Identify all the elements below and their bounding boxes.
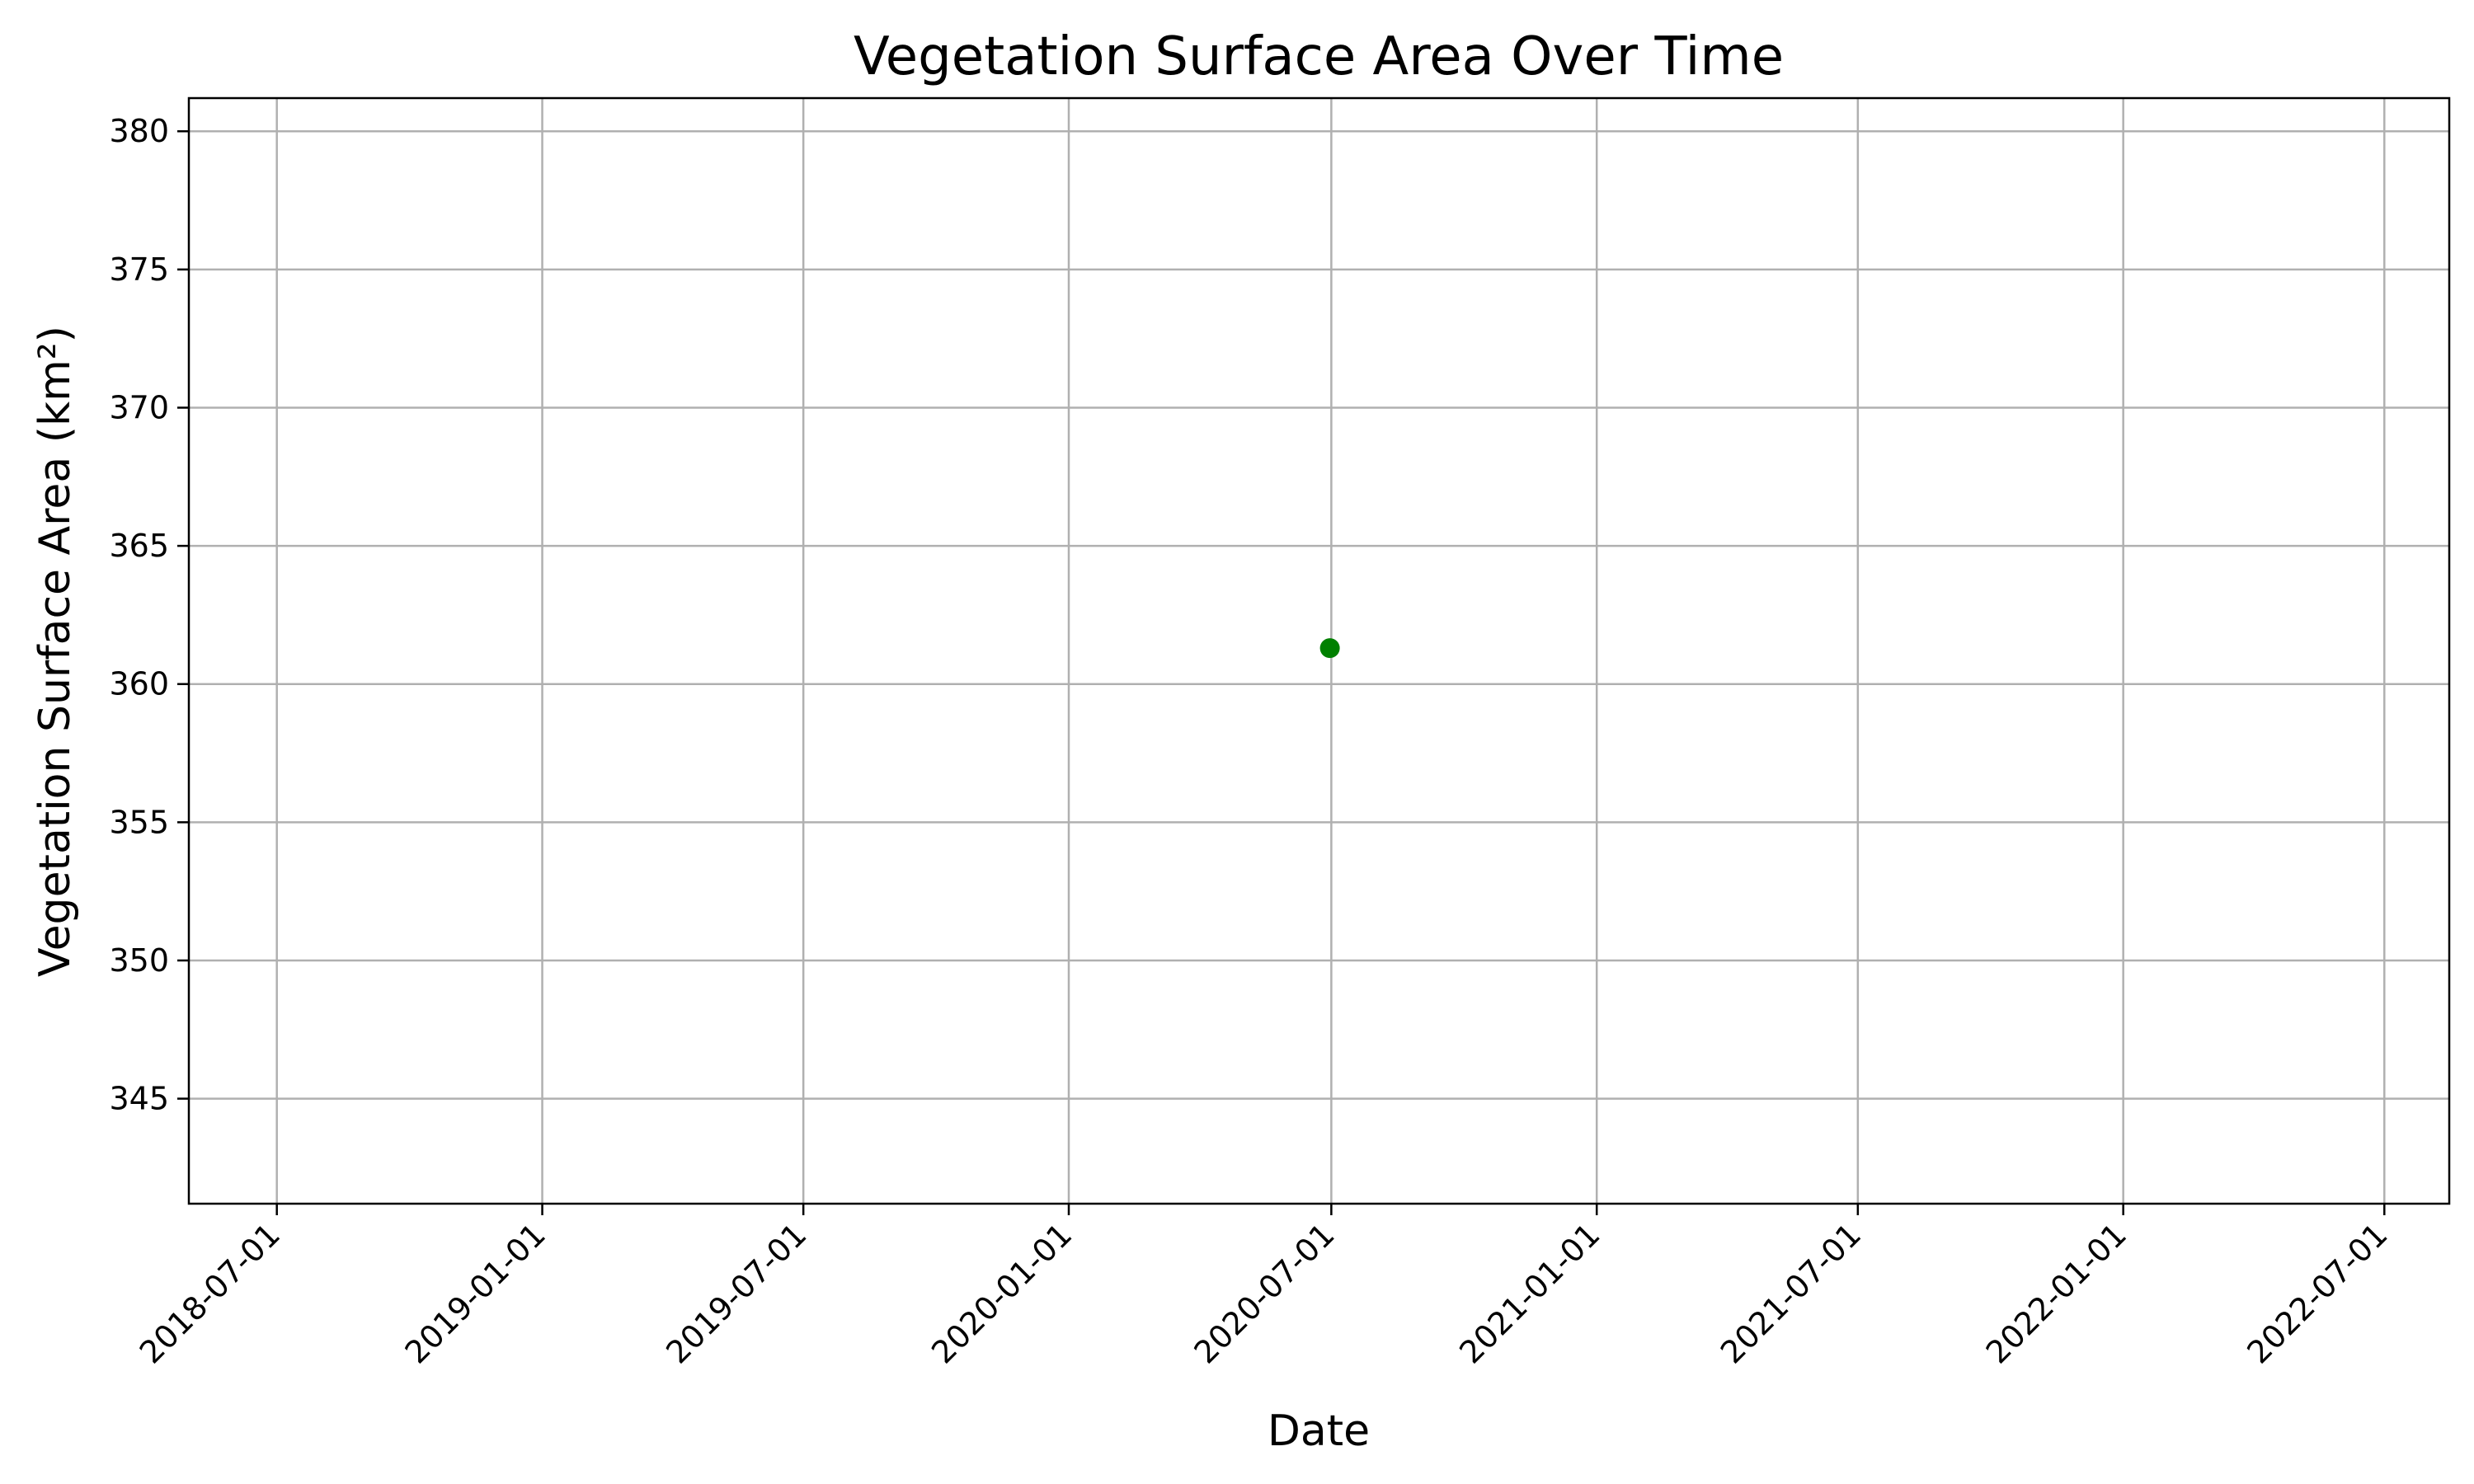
tick-layer: 2018-07-01 2019-01-01 2019-07-01 2020-01-01… <box>109 113 2394 1370</box>
x-tick-label: 2022-01-01 <box>1979 1216 2133 1370</box>
y-tick-label: 350 <box>109 942 169 979</box>
y-tick-label: 345 <box>109 1081 169 1117</box>
x-tick-label: 2018-07-01 <box>133 1216 287 1370</box>
data-layer <box>1319 638 1340 659</box>
x-tick-label: 2021-01-01 <box>1452 1216 1606 1370</box>
data-point <box>1319 638 1340 659</box>
y-tick-label: 380 <box>109 113 169 149</box>
x-tick-label: 2019-07-01 <box>659 1216 813 1370</box>
grid-layer <box>189 98 2449 1204</box>
x-axis-label: Date <box>1268 1407 1370 1456</box>
plot-area-frame <box>187 96 2451 1205</box>
x-tick-label: 2020-07-01 <box>1187 1216 1341 1370</box>
chart-title: Vegetation Surface Area Over Time <box>854 26 1784 87</box>
y-axis-label: Vegetation Surface Area (km²) <box>31 326 80 977</box>
y-tick-label: 370 <box>109 389 169 425</box>
y-tick-label: 375 <box>109 251 169 288</box>
y-tick-label: 355 <box>109 804 169 840</box>
x-tick-label: 2021-07-01 <box>1714 1216 1868 1370</box>
x-tick-label: 2022-07-01 <box>2240 1216 2394 1370</box>
y-tick-label: 360 <box>109 666 169 702</box>
y-tick-label: 365 <box>109 528 169 564</box>
x-tick-label: 2019-01-01 <box>398 1216 553 1370</box>
x-tick-label: 2020-01-01 <box>924 1216 1079 1370</box>
